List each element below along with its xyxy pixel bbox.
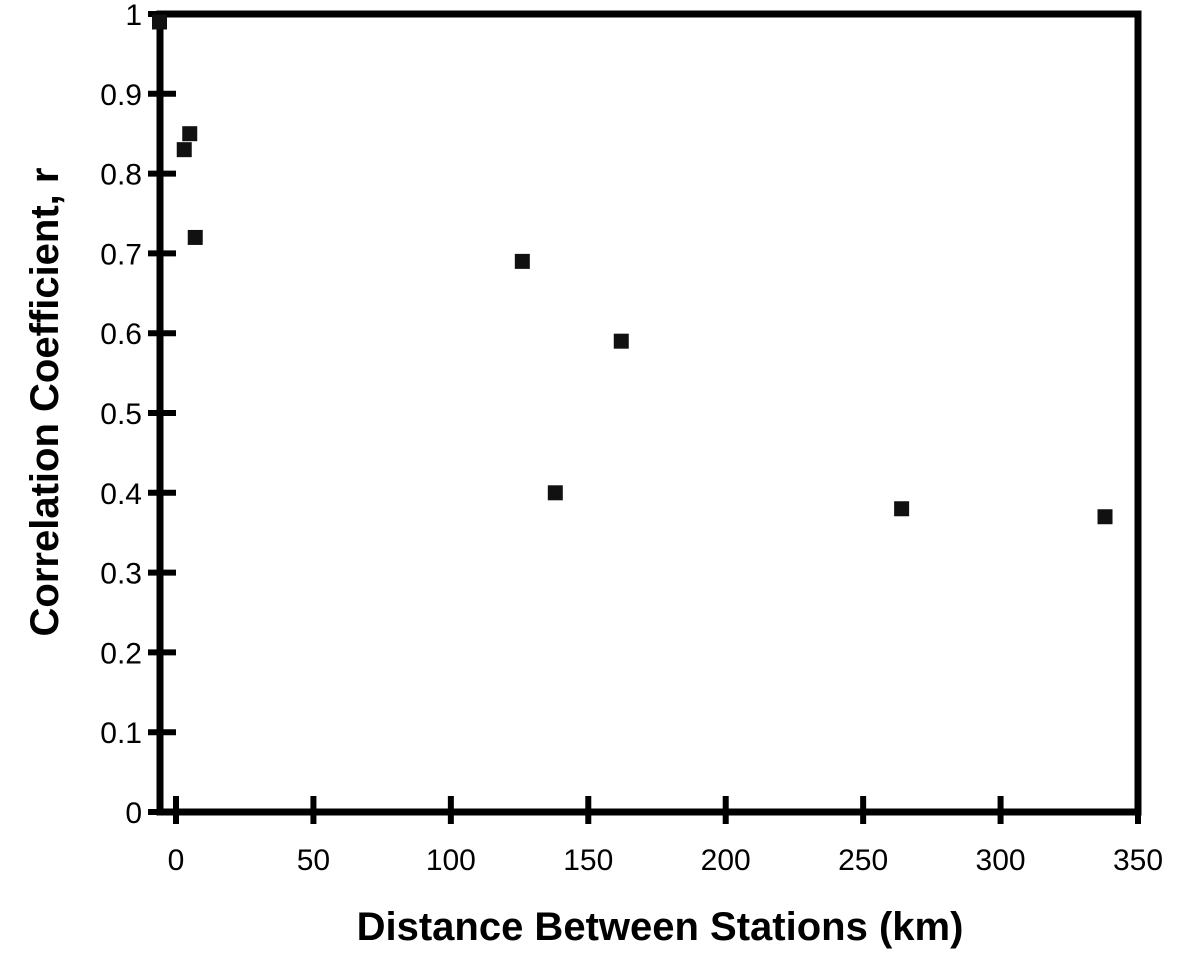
y-tick-label: 0.6 [100,318,142,351]
y-tick-label: 0.4 [100,478,142,511]
data-points [152,14,1113,525]
data-point [613,333,629,349]
y-tick-label: 0.1 [100,717,142,750]
x-tick-label: 300 [976,844,1026,877]
y-tick-label: 0 [125,797,142,830]
data-point [894,501,910,517]
y-axis-ticks: 0 0.1 0.2 0.3 0.4 0.5 0.6 0.7 0.8 0.9 1 [100,0,176,830]
x-axis-title: Distance Between Stations (km) [357,905,964,949]
y-tick-label: 1 [125,0,142,32]
y-tick-label: 0.7 [100,238,142,271]
x-tick-label: 200 [701,844,751,877]
x-axis-ticks: 0 50 100 150 200 250 300 350 [168,796,1163,877]
data-point [547,485,563,501]
y-tick-label: 0.9 [100,79,142,112]
data-point [182,126,198,142]
y-tick-label: 0.5 [100,398,142,431]
plot-frame [156,10,1142,816]
data-point [187,229,203,245]
x-tick-label: 100 [426,844,476,877]
y-axis-title: Correlation Coefficient, r [23,168,67,637]
plot-frame-border [156,10,1142,816]
x-tick-label: 150 [563,844,613,877]
data-point [1097,509,1113,525]
x-tick-label: 50 [297,844,330,877]
data-point [514,253,530,269]
y-tick-label: 0.3 [100,558,142,591]
data-point [152,14,168,30]
x-tick-label: 350 [1113,844,1163,877]
x-tick-label: 250 [838,844,888,877]
x-tick-label: 0 [168,844,185,877]
y-tick-label: 0.8 [100,159,142,192]
y-tick-label: 0.2 [100,637,142,670]
data-point [176,142,192,158]
